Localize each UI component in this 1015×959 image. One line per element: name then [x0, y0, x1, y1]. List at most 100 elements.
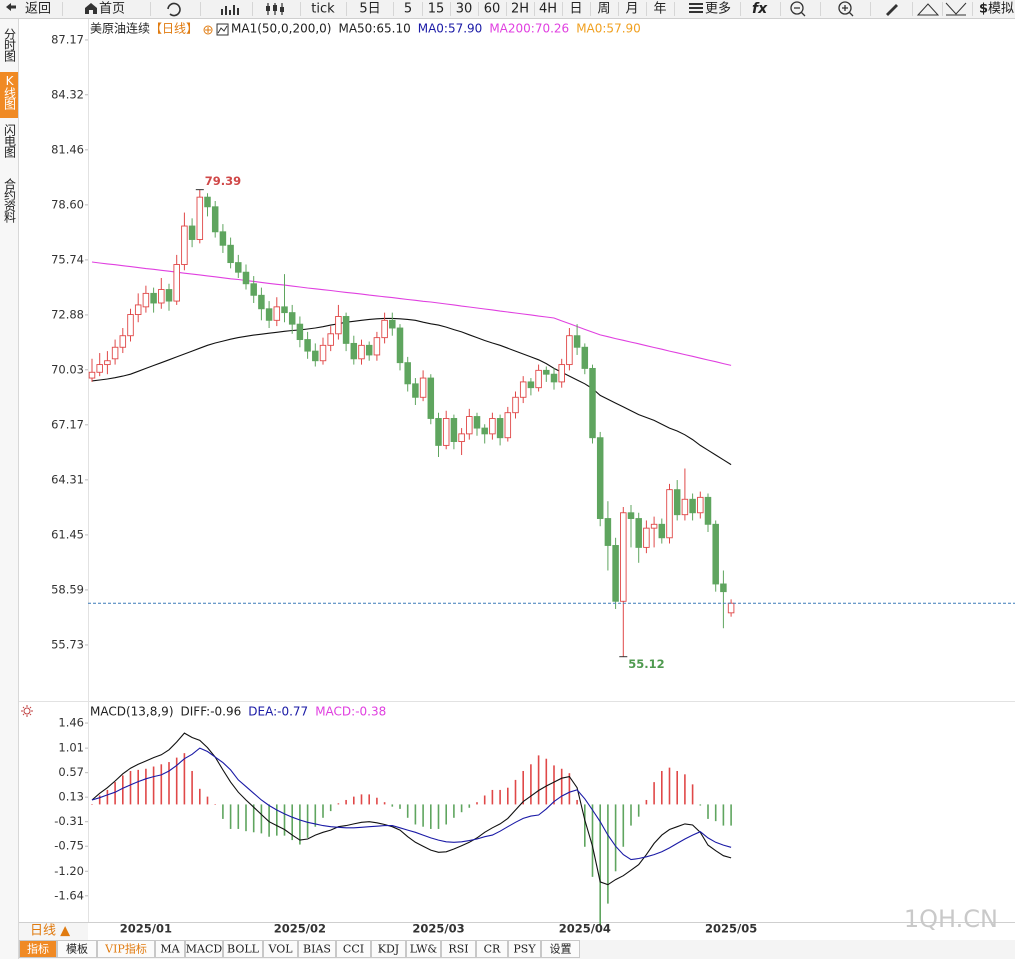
macd-bar: [691, 784, 694, 805]
indicator-tab[interactable]: RSI: [448, 943, 468, 956]
tab-bg: [508, 940, 541, 958]
macd-bar: [353, 796, 355, 805]
macd-bar: [507, 787, 509, 805]
candle-body: [589, 367, 596, 439]
candle-body: [442, 418, 450, 446]
indicator-tab[interactable]: MACD: [186, 943, 223, 956]
indicator-tab[interactable]: BIAS: [303, 943, 331, 956]
macd-bar: [453, 804, 455, 818]
menu-icon: [689, 3, 703, 13]
tab-bg: [441, 940, 476, 958]
zoom-in-icon: [842, 5, 854, 17]
candle-body: [550, 373, 558, 383]
candle-body: [458, 433, 465, 443]
candle-body: [489, 418, 496, 435]
indicator-tab[interactable]: CCI: [343, 943, 364, 956]
indicator-tab[interactable]: BOLL: [227, 943, 260, 956]
macd-bar: [653, 782, 655, 805]
macd-bar: [299, 804, 301, 845]
candle-body: [165, 289, 173, 302]
indicator-tab[interactable]: LW&: [410, 943, 438, 956]
indicator-tab[interactable]: KDJ: [378, 943, 399, 956]
add-icon: [205, 27, 212, 33]
candle-body: [88, 371, 96, 379]
candle-body: [681, 498, 689, 516]
tab-bg: [97, 940, 155, 958]
candle-body: [427, 377, 435, 419]
toolbar-button[interactable]: 日: [569, 2, 582, 17]
toolbar-button[interactable]: 更多: [705, 1, 731, 17]
indicator-tab[interactable]: 设置: [550, 943, 572, 956]
macd-bar: [476, 802, 478, 805]
side-tab[interactable]: 闪电图: [3, 124, 17, 158]
macd-bar: [160, 764, 163, 805]
indicator-tab[interactable]: 模板: [66, 942, 88, 956]
watermark: 1QH.CN: [904, 905, 998, 933]
toolbar-button[interactable]: 月: [625, 2, 638, 17]
tab-bg: [19, 940, 57, 958]
candle-body: [150, 292, 157, 304]
macd-bar: [183, 753, 186, 805]
y-tick-label: 0.13: [58, 790, 84, 804]
indicator-tab[interactable]: VOL: [267, 943, 293, 956]
candle-body: [327, 333, 334, 346]
candle-body: [558, 364, 565, 383]
period-selector[interactable]: 日线 ▲: [30, 924, 70, 939]
macd-bar: [114, 782, 116, 805]
toolbar-button[interactable]: 4H: [539, 2, 557, 17]
indicator-tab[interactable]: 指标: [27, 942, 49, 956]
candle-body: [727, 602, 735, 614]
candle-body: [435, 418, 442, 446]
macd-bar: [399, 804, 401, 809]
candle-body: [142, 292, 150, 308]
macd-bar: [553, 765, 555, 805]
toolbar-button[interactable]: 60: [484, 2, 501, 17]
candle-body: [612, 545, 619, 602]
candle-icon: [266, 6, 270, 11]
indicator-tab[interactable]: PSY: [513, 943, 536, 956]
toolbar-button[interactable]: 年: [653, 2, 666, 17]
toolbar-button[interactable]: 周: [597, 2, 610, 17]
candle-body: [227, 244, 234, 264]
toolbar-button[interactable]: 15: [428, 2, 445, 17]
candle-body: [720, 583, 727, 593]
indicator-tab[interactable]: CR: [484, 943, 501, 956]
macd-bar: [637, 804, 640, 817]
candle-body: [412, 383, 419, 398]
candle-body: [104, 360, 111, 366]
toolbar-button[interactable]: 返回: [25, 2, 51, 17]
side-tab[interactable]: 分时图: [3, 28, 17, 62]
macd-bar: [260, 804, 263, 834]
macd-bar: [199, 788, 201, 805]
toolbar-button[interactable]: 2H: [511, 2, 529, 17]
macd-bar: [730, 804, 732, 826]
toolbar-button[interactable]: 首页: [99, 2, 125, 17]
candle-body: [350, 342, 358, 360]
candle-body: [527, 381, 535, 389]
side-tab[interactable]: 合约资料: [3, 177, 17, 223]
indicator-tab[interactable]: VIP指标: [104, 942, 147, 956]
candle-body: [604, 518, 612, 546]
candle-body: [250, 283, 257, 296]
candle-body: [127, 314, 134, 337]
macd-bar: [491, 789, 494, 805]
indicator-tab[interactable]: MA: [160, 943, 180, 956]
toolbar-button[interactable]: 模拟: [988, 2, 1014, 17]
toolbar-button[interactable]: 30: [456, 2, 473, 17]
y-tick-label: 87.17: [51, 32, 84, 46]
tab-bg: [223, 940, 263, 958]
macd-bar: [152, 766, 155, 805]
side-tab[interactable]: K线图: [3, 74, 17, 110]
high-label: 79.39: [205, 174, 241, 188]
x-tick-label: 2025/01: [120, 922, 172, 936]
macd-bar: [145, 768, 147, 805]
macd-bar: [306, 804, 309, 838]
toolbar-button[interactable]: 5: [404, 2, 412, 17]
toolbar-button[interactable]: tick: [311, 2, 335, 17]
macd-bar: [622, 804, 625, 847]
macd-bar: [229, 804, 232, 829]
candle-body: [504, 412, 512, 439]
candle-body: [373, 337, 381, 356]
toolbar-button[interactable]: 5日: [359, 2, 380, 17]
candle-body: [627, 512, 635, 519]
